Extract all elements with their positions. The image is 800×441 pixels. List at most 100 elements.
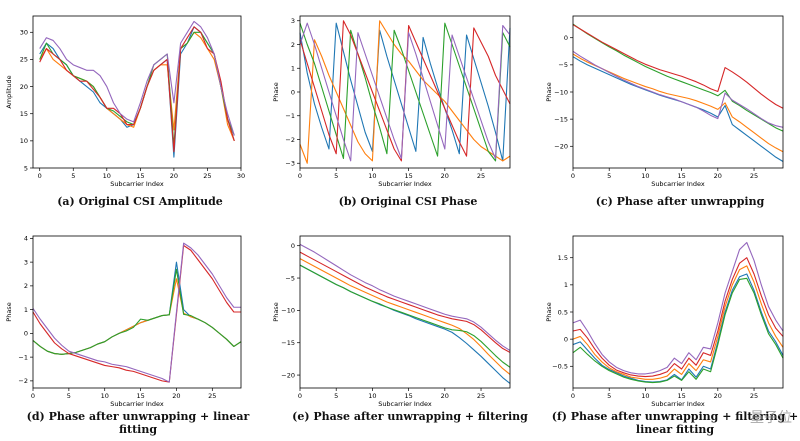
y-tick-label: 0 (291, 88, 295, 96)
x-tick-label: 15 (404, 392, 412, 400)
series-line-5 (572, 50, 784, 128)
y-tick-label: −1 (285, 112, 295, 120)
series-line-1 (572, 56, 784, 162)
x-tick-label: 25 (477, 172, 485, 180)
x-tick-label: 5 (67, 392, 71, 400)
x-axis-label: Subcarrier Index (378, 400, 432, 408)
y-tick-label: 10 (20, 137, 28, 145)
series-line-4 (572, 24, 784, 109)
y-axis-label: Phase (545, 82, 553, 101)
y-tick-label: 15 (20, 110, 28, 118)
series-line-3 (572, 23, 784, 132)
y-tick-label: −2 (285, 136, 295, 144)
y-tick-label: 0 (564, 335, 568, 343)
chart-caption-6: (f) Phase after unwrapping + filtering +… (551, 410, 799, 436)
series-line-5 (572, 241, 784, 375)
y-tick-label: 4 (24, 235, 28, 243)
y-tick-label: 25 (20, 56, 28, 64)
y-tick-label: 20 (20, 83, 28, 91)
x-tick-label: 20 (441, 172, 449, 180)
x-tick-label: 25 (208, 392, 216, 400)
plot-frame (32, 235, 242, 389)
x-tick-label: 10 (368, 172, 376, 180)
y-tick-label: −20 (281, 371, 295, 379)
y-tick-label: −0.5 (552, 363, 568, 371)
x-tick-label: 0 (298, 172, 302, 180)
series-line-4 (299, 251, 511, 353)
x-tick-label: 10 (103, 172, 111, 180)
x-tick-label: 5 (607, 172, 611, 180)
series-line-4 (572, 257, 784, 378)
y-tick-label: 5 (24, 164, 28, 172)
y-axis-label: Phase (272, 302, 280, 321)
y-tick-label: 1 (564, 281, 568, 289)
watermark: 量子位 (750, 410, 792, 426)
chart-panel-6: 0 5 10 15 20 25 −0.5 0 0.5 1 1.5 Subcarrier Index Ph… (545, 235, 784, 408)
x-tick-label: 20 (714, 392, 722, 400)
series-line-2 (572, 53, 784, 153)
plot-frame (32, 15, 242, 169)
y-tick-label: 30 (20, 29, 28, 37)
x-tick-label: 25 (203, 172, 211, 180)
y-tick-label: −2 (18, 377, 28, 385)
y-tick-label: −5 (285, 274, 295, 282)
series-line-2 (299, 258, 511, 375)
x-tick-label: 25 (750, 392, 758, 400)
y-tick-label: 0 (564, 34, 568, 42)
series-line-5 (32, 242, 241, 383)
series-line-3 (299, 22, 511, 162)
x-tick-label: 20 (172, 392, 180, 400)
series-line-4 (32, 244, 241, 383)
series-line-5 (299, 243, 511, 351)
y-tick-label: 0 (24, 330, 28, 338)
y-tick-label: 1 (291, 65, 295, 73)
x-tick-label: 25 (477, 392, 485, 400)
series-line-2 (32, 278, 242, 355)
chart-panel-4: 0 5 10 15 20 25 −2 −1 0 1 2 3 4 Subcarrier Index Phase (5, 235, 242, 408)
y-axis-label: Phase (5, 302, 13, 321)
x-tick-label: 5 (334, 392, 338, 400)
x-tick-label: 15 (677, 392, 685, 400)
x-axis-label: Subcarrier Index (110, 180, 164, 188)
plot-frame (299, 235, 511, 389)
x-tick-label: 20 (170, 172, 178, 180)
chart-panel-1: 0 5 10 15 20 25 30 5 10 15 20 25 30 Subcarrier Index A… (5, 15, 245, 188)
chart-caption-2: (b) Original CSI Phase (338, 195, 478, 208)
x-tick-label: 0 (38, 172, 42, 180)
x-tick-label: 10 (641, 392, 649, 400)
series-line-3 (39, 31, 235, 147)
x-axis-label: Subcarrier Index (110, 400, 164, 408)
x-tick-label: 5 (607, 392, 611, 400)
series-line-3 (32, 268, 242, 355)
chart-caption-3: (c) Phase after unwrapping (595, 195, 765, 208)
series-line-4 (39, 26, 235, 153)
series-line-5 (299, 22, 511, 162)
y-tick-label: −1 (18, 353, 28, 361)
x-tick-label: 30 (237, 172, 245, 180)
y-tick-label: 3 (291, 17, 295, 25)
x-tick-label: 15 (404, 172, 412, 180)
series-line-1 (572, 273, 784, 383)
series-line-3 (299, 264, 511, 368)
chart-panel-5: 0 5 10 15 20 25 −20 −15 −10 −5 0 Subcarrier Index Ph… (272, 235, 511, 408)
y-tick-label: −15 (281, 339, 295, 347)
x-axis-label: Subcarrier Index (651, 400, 705, 408)
x-tick-label: 5 (71, 172, 75, 180)
x-tick-label: 15 (136, 172, 144, 180)
plot-frame (572, 235, 784, 389)
x-tick-label: 15 (136, 392, 144, 400)
y-tick-label: −10 (554, 88, 568, 96)
chart-caption-5: (e) Phase after unwrapping + filtering (292, 410, 528, 423)
series-line-1 (299, 22, 511, 162)
series-line-5 (39, 20, 235, 136)
y-tick-label: 1.5 (558, 254, 568, 262)
chart-panel-3: 0 5 10 15 20 25 −20 −15 −10 −5 0 Subcarrier Index Ph… (545, 15, 784, 188)
x-tick-label: 15 (677, 172, 685, 180)
y-tick-label: 0.5 (558, 308, 568, 316)
y-tick-label: −10 (281, 307, 295, 315)
x-tick-label: 20 (714, 172, 722, 180)
x-tick-label: 0 (571, 172, 575, 180)
y-tick-label: 2 (291, 41, 295, 49)
y-tick-label: 3 (24, 258, 28, 266)
